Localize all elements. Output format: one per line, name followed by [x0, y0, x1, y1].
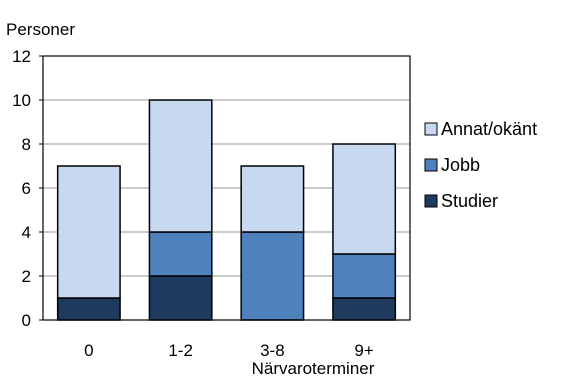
y-tick-label: 6	[22, 179, 31, 198]
y-tick-label: 0	[22, 311, 31, 330]
bar-segment-annat-okänt-0	[56, 165, 121, 299]
bar-segment-jobb-9+	[332, 253, 397, 299]
legend-label: Jobb	[441, 155, 480, 175]
bars	[56, 99, 397, 321]
y-axis-ticks: 0 2 4 6 8 10 12	[12, 47, 43, 330]
y-tick-label: 8	[22, 135, 31, 154]
y-tick-label: 2	[22, 267, 31, 286]
x-category-label: 1-2	[168, 341, 193, 360]
legend-swatch	[424, 122, 438, 136]
bar-segment-studier-1-2	[148, 275, 213, 321]
x-axis-label: Närvaroterminer	[252, 359, 375, 378]
bar-segment-studier-0	[56, 297, 121, 321]
y-axis-label: Personer	[6, 20, 75, 39]
bar-segment-annat-okänt-9+	[332, 143, 397, 255]
x-axis-categories: 0 1-2 3-8 9+	[84, 341, 374, 360]
legend-swatch	[424, 194, 438, 208]
x-category-label: 0	[84, 341, 93, 360]
bar-segment-jobb-3-8	[240, 231, 305, 321]
legend-label: Annat/okänt	[441, 119, 537, 139]
bar-segment-studier-9+	[332, 297, 397, 321]
legend-swatch	[424, 158, 438, 172]
y-tick-label: 4	[22, 223, 31, 242]
y-tick-label: 10	[12, 91, 31, 110]
bar-segment-jobb-1-2	[148, 231, 213, 277]
bar-segment-annat-okänt-1-2	[148, 99, 213, 233]
legend-label: Studier	[441, 191, 498, 211]
bar-segment-annat-okänt-3-8	[240, 165, 305, 233]
y-tick-label: 12	[12, 47, 31, 66]
x-category-label: 3-8	[260, 341, 285, 360]
x-category-label: 9+	[354, 341, 373, 360]
legend: Annat/okänt Jobb Studier	[424, 119, 537, 211]
